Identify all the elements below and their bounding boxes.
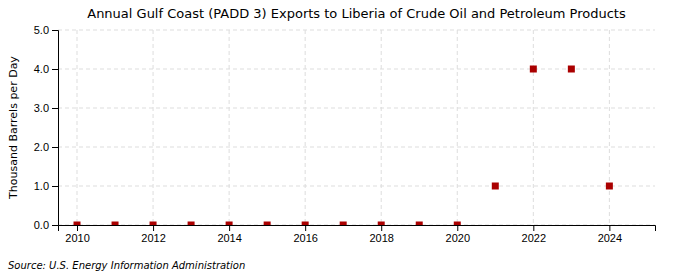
point xyxy=(378,222,385,226)
x-tick: 2020 xyxy=(446,225,470,244)
y-tick: 3.0 xyxy=(34,102,58,114)
x-tick-label: 2018 xyxy=(369,232,393,244)
title: Annual Gulf Coast (PADD 3) Exports to Li… xyxy=(87,6,626,21)
x-tick-label: 2010 xyxy=(65,232,89,244)
point xyxy=(150,222,157,226)
y-tick: 5.0 xyxy=(34,24,58,36)
y-tick: 1.0 xyxy=(34,180,58,192)
y-axis-line xyxy=(52,31,59,226)
grid-line xyxy=(153,30,154,225)
grid-line xyxy=(229,30,230,225)
x-tick-mark xyxy=(229,225,230,231)
grid-line xyxy=(77,30,78,225)
y-axis: 0.0 1.0 2.0 3.0 4.0 5.0 xyxy=(34,24,59,231)
y-tick-label: 3.0 xyxy=(34,102,49,114)
point xyxy=(606,183,613,190)
x-tick-mark xyxy=(533,225,534,231)
grid-line xyxy=(305,30,306,225)
grid-line xyxy=(58,30,655,31)
x-tick-mark xyxy=(77,225,78,231)
y-tick-mark xyxy=(52,147,58,148)
x-tick: 2010 xyxy=(65,225,89,244)
y-tick-label: 1.0 xyxy=(34,180,49,192)
x-tick-mark xyxy=(153,225,154,231)
grid xyxy=(58,30,655,225)
point xyxy=(302,222,309,226)
x-tick-label: 2016 xyxy=(293,232,317,244)
x-tick-mark xyxy=(457,225,458,231)
y-tick-mark xyxy=(52,108,58,109)
grid-line xyxy=(533,30,534,225)
x-tick-label: 2024 xyxy=(598,232,622,244)
points xyxy=(74,66,613,226)
x-tick: 2016 xyxy=(293,225,317,244)
x-tick: 2012 xyxy=(141,225,165,244)
x-tick: 2014 xyxy=(217,225,241,244)
x-tick-label: 2022 xyxy=(522,232,546,244)
y-tick: 0.0 xyxy=(34,219,58,231)
grid-line xyxy=(58,186,655,187)
y-tick-mark xyxy=(52,225,58,226)
point xyxy=(454,222,461,226)
grid-line xyxy=(58,147,655,148)
y-tick: 4.0 xyxy=(34,63,58,75)
grid-line xyxy=(58,69,655,70)
point xyxy=(416,222,423,226)
x-tick-label: 2020 xyxy=(446,232,470,244)
point xyxy=(492,183,499,190)
grid-line xyxy=(457,30,458,225)
y-tick-mark xyxy=(52,186,58,187)
y-tick: 2.0 xyxy=(34,141,58,153)
y-axis-title: Thousand Barrels per Day xyxy=(7,56,20,200)
x-tick: 2024 xyxy=(598,225,622,244)
x-tick: 2022 xyxy=(522,225,546,244)
source-note: Source: U.S. Energy Information Administ… xyxy=(8,260,245,271)
x-tick-label: 2014 xyxy=(217,232,241,244)
grid-line xyxy=(609,30,610,225)
grid-line xyxy=(381,30,382,225)
x-tick-mark xyxy=(381,225,382,231)
y-tick-label: 2.0 xyxy=(34,141,49,153)
x-tick-mark xyxy=(305,225,306,231)
point xyxy=(530,66,537,73)
y-tick-label: 4.0 xyxy=(34,63,49,75)
point xyxy=(340,222,347,226)
point xyxy=(112,222,119,226)
plot: 2010 2012 2014 2016 2018 2020 2022 2024 0.0 1.0 2.… xyxy=(34,24,656,244)
x-tick: 2018 xyxy=(369,225,393,244)
point xyxy=(264,222,271,226)
point xyxy=(74,222,81,226)
chart: 2010 2012 2014 2016 2018 2020 2022 2024 0.0 1.0 2.… xyxy=(0,0,675,275)
x-axis-line xyxy=(59,226,656,232)
y-tick-label: 0.0 xyxy=(34,219,49,231)
point xyxy=(568,66,575,73)
y-tick-mark xyxy=(52,30,58,31)
point xyxy=(226,222,233,226)
y-tick-mark xyxy=(52,69,58,70)
point xyxy=(188,222,195,226)
y-tick-label: 5.0 xyxy=(34,24,49,36)
x-axis: 2010 2012 2014 2016 2018 2020 2022 2024 xyxy=(59,225,656,244)
x-tick-mark xyxy=(609,225,610,231)
grid-line xyxy=(58,108,655,109)
x-tick-label: 2012 xyxy=(141,232,165,244)
